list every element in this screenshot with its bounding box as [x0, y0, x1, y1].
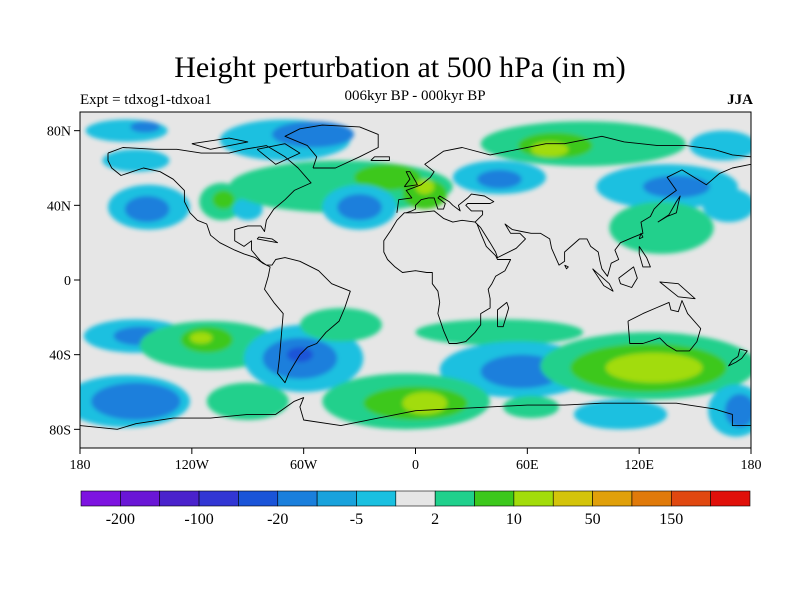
colorbar-box [592, 490, 633, 507]
field-contour [689, 130, 751, 161]
colorbar-label: 2 [431, 511, 439, 528]
coastline [592, 268, 614, 292]
lon-tick-label: 180 [741, 458, 762, 473]
field-contour [503, 395, 560, 419]
coastline [396, 135, 751, 213]
colorbar-box [552, 490, 593, 507]
coastline [638, 232, 644, 240]
coastlines [80, 124, 751, 430]
field-contour [206, 382, 289, 421]
field-contour [212, 190, 235, 210]
lon-tick-label: 120E [624, 458, 654, 473]
field-contour [124, 196, 170, 223]
coastline [497, 301, 510, 328]
lon-tick-label: 180 [70, 458, 91, 473]
lat-tick-label: 80S [49, 423, 71, 438]
lat-tick-label: 40S [49, 349, 71, 364]
coastline [728, 348, 748, 367]
field-contour [642, 175, 710, 198]
field-contour [573, 399, 668, 430]
coastline [627, 300, 702, 352]
colorbar-box [474, 490, 515, 507]
colorbar: -200 -100 -20 -5 2 10 50 150 [80, 490, 751, 528]
lon-tick-label: 120W [175, 458, 210, 473]
lat-tick-label: 40N [47, 199, 71, 214]
colorbar-label: 50 [585, 511, 601, 528]
colorbar-box [356, 490, 397, 507]
coastline [564, 264, 569, 270]
coastline [638, 246, 651, 268]
colorbar-box [434, 490, 475, 507]
colorbar-box [513, 490, 554, 507]
coastline [659, 281, 696, 300]
coastline [370, 156, 390, 161]
lon-tick-label: 0 [412, 458, 419, 473]
colorbar-box [631, 490, 672, 507]
colorbar-box [316, 490, 357, 507]
field-contour [130, 121, 161, 133]
lat-tick-label: 80N [47, 125, 71, 140]
field-contour [271, 121, 354, 148]
colorbar-box [120, 490, 161, 507]
coastline [284, 124, 379, 169]
field-contour [724, 393, 751, 428]
field-contour [232, 197, 263, 221]
field-contour [102, 149, 170, 172]
field-contour [415, 179, 435, 195]
coastline [107, 145, 351, 384]
field-contour [531, 141, 569, 157]
field-contour [605, 352, 703, 383]
colorbar-label: -100 [184, 511, 213, 528]
field-contour [702, 188, 751, 223]
coastline [256, 143, 301, 165]
map-title: Height perturbation at 500 hPa (in m) [174, 51, 626, 84]
field-contour [91, 382, 181, 421]
coastline [406, 193, 495, 223]
lon-tick-label: 60W [290, 458, 318, 473]
experiment-label: Expt = tdxog1-tdxoa1 [80, 92, 212, 108]
coastline [383, 163, 751, 344]
colorbar-label: 10 [506, 511, 522, 528]
field-contour [299, 308, 382, 342]
field-contour [189, 332, 213, 344]
period-label: 006kyr BP - 000kyr BP [344, 88, 486, 104]
coastline [403, 171, 418, 188]
coastline [80, 397, 751, 430]
colorbar-label: 150 [659, 511, 683, 528]
season-label: JJA [727, 92, 753, 108]
colorbar-box [80, 490, 121, 507]
colorbar-box [395, 490, 436, 507]
axis-ticks: 80N 40N 0 40S 80S 180 120W 60W 0 60E 120E 180 [47, 125, 762, 473]
field-contour [609, 201, 714, 254]
coastline [618, 266, 638, 288]
field-contour [353, 164, 422, 191]
colorbar-box [670, 490, 711, 507]
field-contour [337, 194, 382, 221]
coastline [657, 195, 681, 223]
colorbar-box [710, 490, 751, 507]
colorbar-box [159, 490, 200, 507]
colorbar-box [238, 490, 279, 507]
coastline [256, 236, 279, 244]
colorbar-label: -200 [106, 511, 135, 528]
lon-tick-label: 60E [516, 458, 539, 473]
lat-tick-label: 0 [64, 274, 71, 289]
field-contour [477, 169, 522, 189]
colorbar-box [277, 490, 318, 507]
colorbar-label: -5 [350, 511, 363, 528]
field-contour [415, 319, 584, 346]
colorbar-box [198, 490, 239, 507]
field-contour [402, 392, 448, 415]
colorbar-label: -20 [267, 511, 288, 528]
coastline [191, 137, 249, 150]
